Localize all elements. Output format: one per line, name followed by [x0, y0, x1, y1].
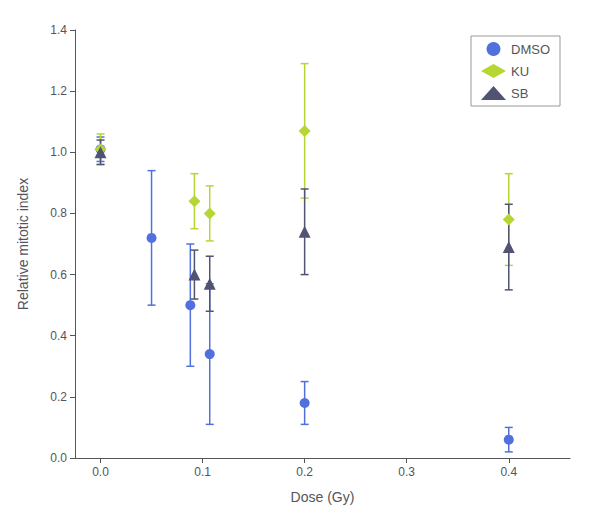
svg-text:0.2: 0.2 — [50, 390, 67, 404]
svg-text:Relative mitotic index: Relative mitotic index — [15, 178, 31, 310]
svg-text:0.8: 0.8 — [50, 206, 67, 220]
svg-text:1.2: 1.2 — [50, 84, 67, 98]
svg-text:0.1: 0.1 — [194, 465, 211, 479]
svg-text:SB: SB — [511, 86, 528, 101]
svg-text:0.4: 0.4 — [500, 465, 517, 479]
svg-text:0.3: 0.3 — [398, 465, 415, 479]
svg-text:KU: KU — [511, 64, 529, 79]
svg-text:1.0: 1.0 — [50, 145, 67, 159]
svg-text:0.0: 0.0 — [50, 451, 67, 465]
svg-text:0.2: 0.2 — [296, 465, 313, 479]
svg-text:0.6: 0.6 — [50, 268, 67, 282]
svg-text:Dose (Gy): Dose (Gy) — [291, 489, 355, 505]
svg-text:0.4: 0.4 — [50, 329, 67, 343]
svg-text:DMSO: DMSO — [511, 42, 550, 57]
svg-text:0.0: 0.0 — [92, 465, 109, 479]
svg-text:1.4: 1.4 — [50, 23, 67, 37]
